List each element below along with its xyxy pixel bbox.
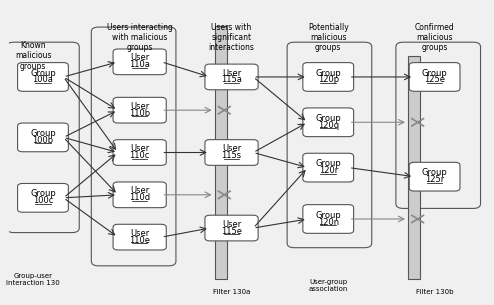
Text: User: User	[130, 229, 149, 238]
Text: User: User	[222, 220, 241, 229]
Text: 120p: 120p	[318, 75, 339, 84]
Text: 120n: 120n	[318, 217, 339, 227]
FancyBboxPatch shape	[205, 215, 258, 241]
FancyBboxPatch shape	[409, 63, 460, 91]
Text: Group-user
interaction 130: Group-user interaction 130	[6, 273, 60, 286]
Text: User: User	[222, 144, 241, 153]
FancyBboxPatch shape	[303, 205, 354, 233]
Text: Group: Group	[315, 159, 341, 168]
Text: Potentially
malicious
groups: Potentially malicious groups	[308, 23, 349, 52]
FancyBboxPatch shape	[113, 97, 166, 123]
Text: 100c: 100c	[33, 196, 53, 205]
Text: 120r: 120r	[319, 166, 338, 175]
FancyBboxPatch shape	[18, 184, 68, 212]
Text: Known
malicious
groups: Known malicious groups	[15, 41, 51, 71]
Bar	[214, 26, 227, 279]
FancyBboxPatch shape	[113, 49, 166, 75]
Text: 115e: 115e	[221, 227, 242, 235]
Bar	[408, 56, 420, 279]
FancyBboxPatch shape	[409, 162, 460, 191]
Text: User: User	[130, 144, 149, 153]
Text: Filter 130b: Filter 130b	[416, 289, 453, 295]
FancyBboxPatch shape	[303, 153, 354, 182]
Text: 110c: 110c	[129, 151, 150, 160]
Text: User: User	[130, 186, 149, 196]
Text: Group: Group	[315, 69, 341, 77]
FancyBboxPatch shape	[18, 63, 68, 91]
Text: 125e: 125e	[424, 75, 445, 84]
Text: Users with
significant
interactions: Users with significant interactions	[208, 23, 254, 52]
Text: Filter 130a: Filter 130a	[213, 289, 250, 295]
Text: 115s: 115s	[221, 151, 242, 160]
FancyBboxPatch shape	[303, 63, 354, 91]
Text: Group: Group	[30, 69, 56, 77]
Text: 115a: 115a	[221, 75, 242, 84]
FancyBboxPatch shape	[205, 64, 258, 90]
FancyBboxPatch shape	[303, 108, 354, 137]
Text: 100a: 100a	[33, 75, 53, 84]
Text: Confirmed
malicious
groups: Confirmed malicious groups	[415, 23, 454, 52]
Text: Group: Group	[315, 114, 341, 123]
Text: 110a: 110a	[129, 60, 150, 69]
Text: 125r: 125r	[425, 175, 444, 184]
Text: 110d: 110d	[129, 193, 150, 202]
FancyBboxPatch shape	[18, 123, 68, 152]
FancyBboxPatch shape	[113, 140, 166, 165]
Text: User-group
association: User-group association	[309, 279, 348, 292]
Text: User: User	[130, 102, 149, 111]
Text: Users interacting
with malicious
groups: Users interacting with malicious groups	[107, 23, 172, 52]
FancyBboxPatch shape	[113, 224, 166, 250]
Text: 100b: 100b	[33, 136, 53, 145]
FancyBboxPatch shape	[113, 182, 166, 208]
Text: Group: Group	[315, 210, 341, 220]
Text: 110e: 110e	[129, 236, 150, 245]
Text: User: User	[222, 69, 241, 77]
Text: 120q: 120q	[318, 121, 339, 130]
Text: Group: Group	[422, 168, 448, 177]
Text: 110b: 110b	[129, 109, 150, 118]
Text: Group: Group	[422, 69, 448, 77]
Text: User: User	[130, 53, 149, 63]
Text: Group: Group	[30, 189, 56, 199]
Text: Group: Group	[30, 129, 56, 138]
FancyBboxPatch shape	[205, 140, 258, 165]
